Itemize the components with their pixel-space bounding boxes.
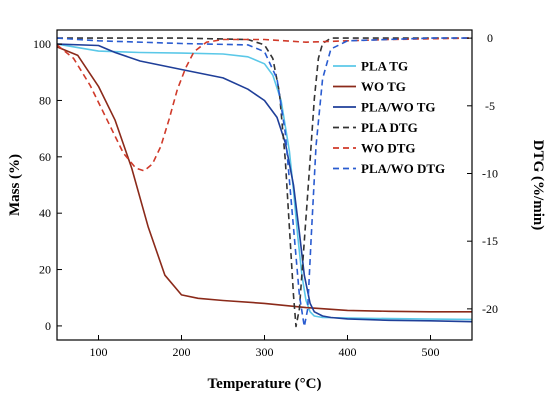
series-layer	[56, 37, 473, 328]
x-tick-label: 500	[422, 345, 440, 359]
legend-label-5: PLA/WO DTG	[361, 161, 445, 176]
x-tick-label: 200	[173, 345, 191, 359]
y2-tick-label: 0	[487, 31, 493, 45]
y2-tick-label: -20	[482, 302, 498, 316]
legend-label-2: PLA/WO TG	[361, 100, 436, 115]
y-axis-left-title: Mass (%)	[7, 154, 23, 216]
series-line-2	[56, 43, 473, 323]
y-axis-right-title: DTG (%/min)	[530, 140, 546, 230]
legend-label-3: PLA DTG	[361, 120, 418, 135]
y-tick-label: 100	[33, 37, 51, 51]
plot-frame	[56, 29, 473, 341]
series-line-3	[57, 37, 472, 328]
y-tick-label: 0	[45, 319, 51, 333]
y-tick-label: 80	[39, 93, 51, 107]
y-tick-label: 40	[39, 206, 51, 220]
legend-label-4: WO DTG	[361, 141, 416, 156]
axes-layer: 100 200 300 400 500 0 20 40 60 80 100 0 -5 -10 -15 -20	[33, 31, 498, 359]
y2-tick-label: -15	[482, 234, 498, 248]
x-tick-label: 300	[256, 345, 274, 359]
legend-label-0: PLA TG	[361, 59, 408, 74]
x-tick-label: 100	[90, 345, 108, 359]
y2-tick-label: -5	[485, 99, 495, 113]
y-tick-label: 60	[39, 150, 51, 164]
y-tick-label: 20	[39, 263, 51, 277]
series-line-1	[56, 46, 472, 313]
legend: PLA TG WO TG PLA/WO TG PLA DTG WO DTG PLA/WO …	[333, 59, 445, 176]
x-axis-title: Temperature (°C)	[208, 376, 322, 392]
legend-label-1: WO TG	[361, 79, 406, 94]
series-line-5	[56, 37, 472, 328]
x-tick-label: 400	[339, 345, 357, 359]
series-line-4	[56, 37, 473, 172]
series-line-0	[56, 43, 473, 321]
y2-tick-label: -10	[482, 166, 498, 180]
